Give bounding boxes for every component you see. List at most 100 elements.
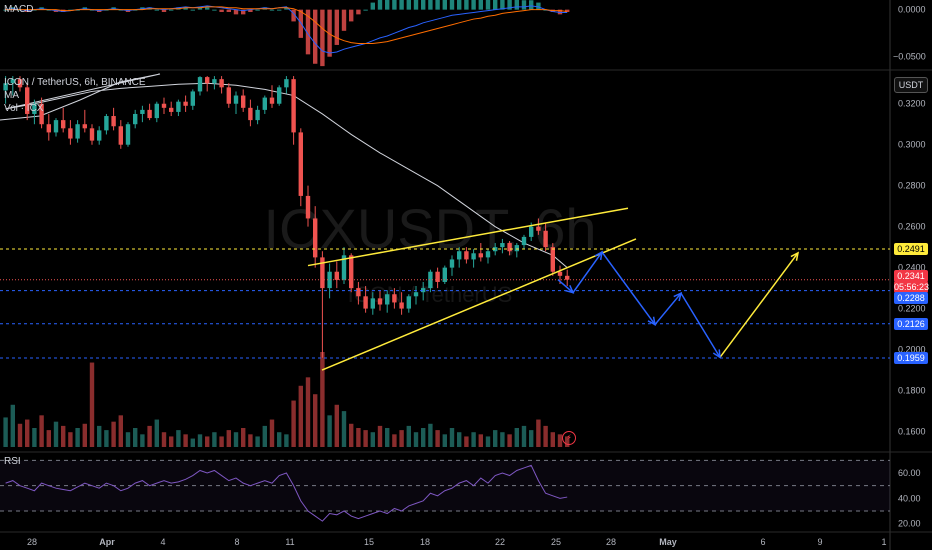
volume-bar — [485, 436, 491, 447]
candle-body — [205, 77, 210, 84]
candle-body — [428, 271, 433, 289]
candle-body — [3, 83, 8, 91]
volume-bar — [212, 432, 217, 447]
volume-bar — [183, 434, 188, 447]
candle-body — [471, 253, 476, 260]
candle-body — [46, 124, 51, 133]
price-tick-label: 0.1600 — [898, 427, 926, 437]
candle-body — [233, 95, 239, 104]
volume-bar — [176, 430, 181, 447]
rsi-label: RSI — [4, 456, 21, 467]
candle-body — [111, 116, 116, 127]
rsi-tick-label: 40.00 — [898, 493, 921, 503]
macd-histogram-bar — [255, 9, 260, 11]
volume-bar — [341, 411, 347, 447]
time-tick-label: 18 — [420, 537, 430, 547]
candle-body — [190, 91, 195, 106]
volume-bar — [413, 432, 419, 447]
lightning-icon[interactable]: ⚡ — [562, 431, 576, 445]
watermark-symbol: ICXUSDT, 6h — [264, 197, 597, 260]
price-axis: 0.3200 0.3000 0.2800 0.2600 0.2400 0.2200 0.20… — [893, 5, 926, 529]
time-tick-label: 9 — [817, 537, 822, 547]
volume-bar — [219, 436, 224, 447]
candle-body — [118, 126, 123, 145]
time-tick-label: 6 — [760, 537, 765, 547]
candle-body — [529, 226, 534, 237]
volume-bar — [536, 419, 541, 447]
macd-histogram-bar — [349, 9, 354, 22]
volume-bar — [125, 432, 131, 447]
candle-body — [53, 120, 59, 133]
volume-bar — [39, 415, 44, 447]
macd-histogram-bar — [313, 9, 318, 64]
macd-histogram-bar — [536, 2, 541, 10]
candlesticks — [3, 76, 570, 358]
macd-histogram-bar — [377, 0, 383, 10]
candle-body — [449, 259, 455, 268]
macd-histogram-bar — [435, 0, 440, 10]
volume-bar — [190, 438, 195, 447]
symbol-info[interactable]: ICON / TetherUS, 6h, BINANCE — [4, 77, 146, 88]
macd-histogram-bar — [197, 7, 203, 10]
currency-button[interactable]: USDT — [894, 77, 928, 93]
volume-bar — [449, 428, 455, 447]
candle-body — [413, 292, 419, 297]
volume-bar — [298, 385, 303, 447]
macd-histogram-bar — [320, 9, 325, 67]
candle-body — [197, 77, 203, 92]
macd-histogram-bar — [385, 0, 390, 10]
rally-arrowhead — [790, 251, 800, 261]
volume-bar — [478, 434, 483, 447]
candle-body — [435, 271, 440, 282]
time-tick-label: 1 — [881, 537, 886, 547]
candle-body — [305, 195, 311, 219]
volume-bar — [197, 434, 203, 447]
volume-bar — [305, 377, 311, 447]
candle-body — [457, 251, 462, 260]
volume-bar — [320, 352, 325, 447]
time-tick-label: Apr — [99, 537, 115, 547]
price-tick-label: 0.2800 — [898, 181, 926, 191]
volume-bar — [399, 430, 404, 447]
candle-body — [377, 298, 383, 305]
macd-histogram-bar — [521, 0, 527, 10]
volume-indicator-label[interactable]: Vol · ICX — [4, 103, 44, 114]
volume-bar — [226, 430, 231, 447]
candle-body — [363, 296, 368, 309]
candle-body — [341, 255, 347, 280]
candle-body — [356, 288, 361, 297]
candle-body — [392, 294, 397, 303]
volume-bar — [10, 404, 15, 447]
macd-histogram-bar — [471, 0, 476, 10]
price-badge: 05:56:23 — [894, 280, 930, 293]
time-tick-label: 15 — [364, 537, 374, 547]
macd-histogram-bar — [298, 9, 303, 38]
candle-body — [536, 226, 541, 231]
volume-bar — [25, 419, 30, 447]
volume-bar — [53, 421, 59, 447]
candle-body — [25, 87, 30, 114]
volume-bar — [385, 428, 390, 447]
ma-indicator-label[interactable]: MA — [4, 90, 19, 101]
wedge-upper-line — [307, 207, 629, 267]
volume-bar — [291, 400, 296, 447]
macd-histogram-bar — [169, 9, 174, 11]
macd-histogram-bar — [399, 0, 404, 10]
macd-histogram-bar — [161, 9, 167, 12]
macd-histogram-bar — [421, 0, 426, 10]
price-tick-label: 0.2400 — [898, 263, 926, 273]
candle-body — [61, 120, 66, 129]
volume-bar — [262, 425, 267, 447]
volume-bar — [543, 425, 548, 447]
candle-body — [154, 103, 159, 119]
macd-tick-label: −0.0500 — [893, 52, 926, 62]
volume-bar — [356, 428, 361, 447]
price-badge: 0.2288 — [894, 291, 928, 304]
volume-bar — [493, 430, 498, 447]
candle-body — [399, 302, 404, 309]
candle-body — [291, 79, 296, 133]
volume-bar — [435, 430, 440, 447]
candle-body — [219, 79, 224, 88]
macd-histogram-bar — [291, 9, 296, 22]
